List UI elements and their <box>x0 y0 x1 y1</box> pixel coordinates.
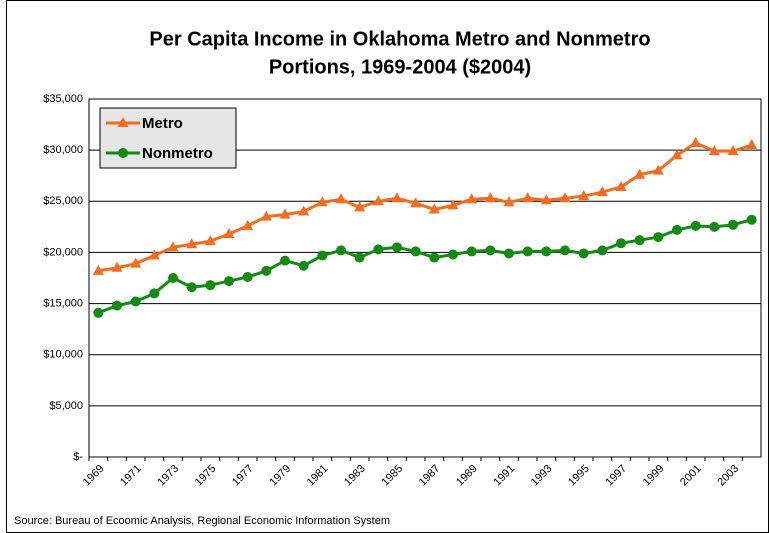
marker <box>727 145 739 156</box>
marker <box>672 224 682 235</box>
legend-label: Nonmetro <box>142 145 213 162</box>
marker <box>205 280 216 291</box>
marker <box>279 208 291 219</box>
marker <box>223 228 235 239</box>
marker <box>280 255 290 266</box>
marker <box>410 197 422 208</box>
marker <box>690 136 702 147</box>
marker <box>503 196 515 207</box>
marker <box>186 282 197 293</box>
y-tick-label: $10,000 <box>43 349 83 361</box>
marker <box>447 199 459 210</box>
marker <box>746 139 758 150</box>
y-tick-label: $35,000 <box>43 93 83 105</box>
marker <box>112 300 122 311</box>
marker <box>391 192 403 203</box>
marker <box>652 164 664 175</box>
marker <box>690 220 701 231</box>
marker <box>615 180 627 191</box>
chart-title: Portions, 1969-2004 ($2004) <box>269 56 531 78</box>
marker <box>578 248 589 259</box>
marker <box>242 219 254 230</box>
marker <box>242 271 253 282</box>
marker <box>130 296 141 307</box>
marker <box>653 232 664 243</box>
legend-marker <box>118 148 128 158</box>
marker <box>130 257 142 268</box>
marker <box>354 252 365 263</box>
marker <box>410 246 421 257</box>
marker <box>634 235 645 246</box>
marker <box>485 245 496 256</box>
marker <box>708 145 720 156</box>
chart-title: Per Capita Income in Oklahoma Metro and … <box>149 28 650 50</box>
marker <box>111 261 123 272</box>
marker <box>728 219 738 230</box>
marker <box>466 193 478 204</box>
marker <box>541 246 552 257</box>
marker <box>186 238 198 249</box>
marker <box>298 260 309 271</box>
y-tick-label: $25,000 <box>43 195 83 207</box>
marker <box>540 194 552 205</box>
marker <box>559 192 571 203</box>
marker <box>148 249 160 260</box>
marker <box>616 238 626 249</box>
y-tick-label: $5,000 <box>49 400 83 412</box>
marker <box>560 245 570 256</box>
marker <box>261 265 272 276</box>
marker <box>92 264 104 275</box>
marker <box>336 245 346 256</box>
y-tick-label: $30,000 <box>43 144 83 156</box>
marker <box>335 193 347 204</box>
marker <box>597 245 608 256</box>
marker <box>709 221 720 232</box>
marker <box>372 195 384 206</box>
marker <box>316 196 328 207</box>
marker <box>746 214 757 225</box>
marker <box>373 244 384 255</box>
marker <box>298 205 310 216</box>
marker <box>167 241 179 252</box>
marker <box>522 246 533 257</box>
marker <box>596 186 608 197</box>
y-tick-label: $- <box>73 451 83 463</box>
marker <box>671 149 683 160</box>
marker <box>466 246 477 257</box>
marker <box>522 192 534 203</box>
marker <box>260 210 272 221</box>
marker <box>204 235 216 246</box>
marker <box>392 242 402 253</box>
marker <box>578 190 590 201</box>
marker <box>149 288 160 299</box>
marker <box>504 248 514 259</box>
marker <box>354 201 366 212</box>
y-tick-label: $15,000 <box>43 297 83 309</box>
source-note: Source: Bureau of Ecoomic Analysis, Regi… <box>14 515 390 527</box>
marker <box>93 307 104 318</box>
marker <box>168 273 178 283</box>
marker <box>429 252 440 263</box>
legend-label: Metro <box>142 115 183 132</box>
marker <box>634 168 646 179</box>
marker <box>224 276 234 287</box>
marker <box>317 250 328 261</box>
legend-marker <box>117 117 129 127</box>
y-tick-label: $20,000 <box>43 246 83 258</box>
marker <box>448 249 458 260</box>
marker <box>484 192 496 203</box>
marker <box>428 203 440 214</box>
